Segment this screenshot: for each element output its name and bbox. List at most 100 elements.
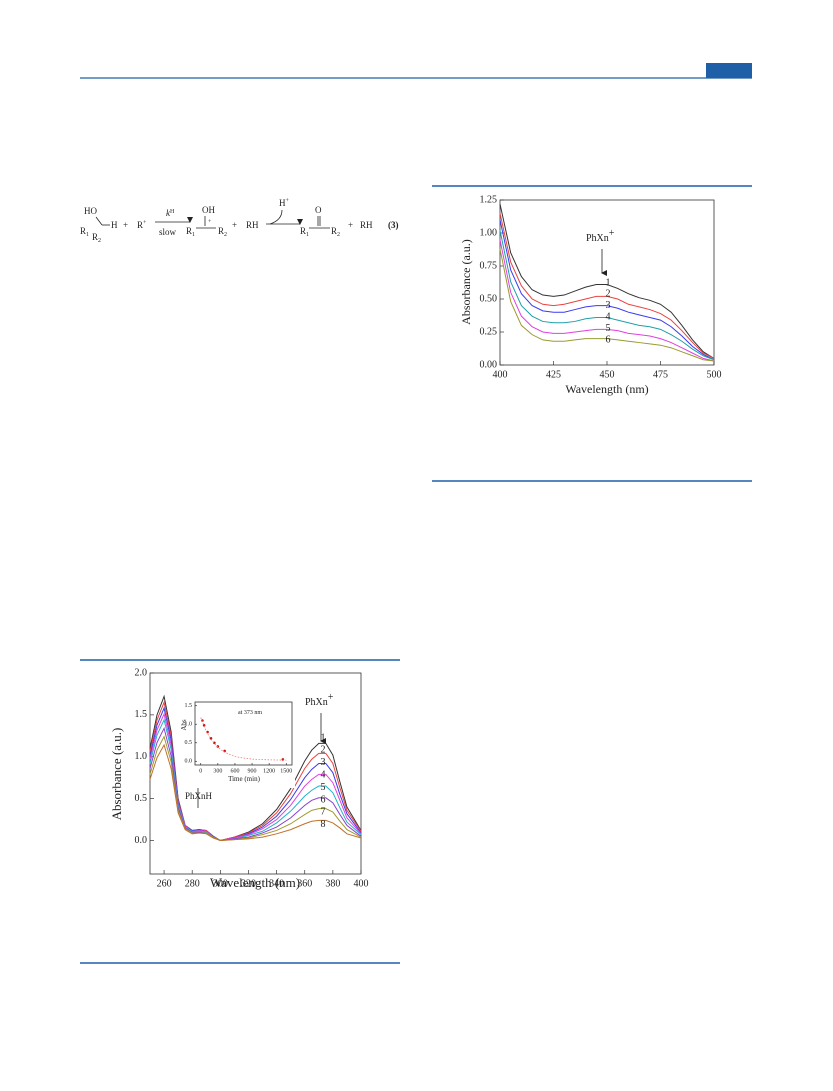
spectrum-line — [149, 743, 362, 842]
y-tick-label: 0.5 — [135, 793, 148, 804]
scheme-sub: 2 — [224, 232, 227, 238]
spectrum-line — [499, 239, 715, 362]
y-axis-label: Absorbance (a.u.) — [109, 728, 124, 821]
curve-label: 8 — [321, 819, 326, 830]
scheme-text: R — [218, 226, 224, 236]
annotation: PhXn+ — [305, 692, 334, 708]
annotation-sup: + — [328, 692, 334, 703]
scheme-sup: + — [143, 220, 147, 226]
scheme-text: RH — [246, 220, 259, 230]
curve-label: 4 — [321, 769, 326, 780]
curve-label: 1 — [606, 277, 611, 288]
x-axis-label: Wavelength (nm) — [565, 382, 648, 396]
annotation: PhXnH — [185, 791, 213, 801]
curve-label: 6 — [321, 794, 326, 805]
y-tick-label: 1.0 — [135, 751, 148, 762]
scheme-text: slow — [159, 227, 177, 237]
data-point — [213, 741, 216, 745]
x-tick-label: 450 — [600, 369, 615, 380]
scheme-text: k — [166, 208, 171, 218]
y-tick-label: 1.5 — [135, 709, 148, 720]
scheme-text: R2 — [92, 232, 101, 244]
plot-frame — [194, 701, 293, 766]
x-tick-label: 900 — [248, 768, 257, 774]
scheme-text: + — [208, 219, 212, 225]
scheme-text: kH — [166, 208, 175, 218]
annotation-text: at 373 nm — [238, 710, 262, 716]
data-point — [202, 724, 206, 727]
scheme-sup: H — [170, 209, 175, 215]
x-tick-label: 1500 — [280, 768, 292, 774]
curve-label: 6 — [606, 334, 611, 345]
scheme-text: + — [348, 220, 353, 230]
header-block — [706, 63, 752, 78]
scheme-text: (3) — [388, 220, 399, 230]
annotation-text: PhXn — [305, 697, 328, 708]
data-point — [216, 745, 220, 748]
curved-arrow — [269, 209, 283, 225]
scheme-text: R — [186, 226, 192, 236]
x-tick-label: 0 — [199, 768, 202, 774]
scheme-text: O — [315, 205, 322, 215]
y-tick-label: 1.25 — [480, 194, 498, 205]
y-axis-label: Absorbance (a.u.) — [459, 239, 473, 325]
reaction-scheme: HO H R1 R2 + R+ kH slow OH + R1 R2 + RH … — [80, 198, 399, 244]
inset-background — [182, 676, 295, 788]
scheme-text: R+ — [137, 220, 147, 230]
bond — [95, 216, 103, 226]
scheme-text: H — [279, 198, 286, 208]
annotation-text: PhXn — [586, 233, 609, 244]
scheme-text: R2 — [218, 226, 227, 238]
y-tick-label: 0.00 — [480, 359, 498, 370]
spectrum-line — [499, 213, 715, 359]
scheme-sub: 1 — [86, 232, 89, 238]
x-tick-label: 400 — [493, 369, 508, 380]
annotation-sup: + — [609, 228, 615, 239]
y-axis-label: Abs — [180, 719, 188, 731]
scheme-text: RH — [360, 220, 373, 230]
curve-label: 5 — [321, 782, 326, 793]
scheme-text: H — [111, 220, 118, 230]
scheme-text: HO — [84, 206, 97, 216]
y-tick-label: 0.50 — [480, 293, 498, 304]
scheme-sub: 2 — [337, 232, 340, 238]
chart: 0.0 0.5 1.0 1.5 0 300 600 900 1200 1500 Time (min)… — [180, 676, 295, 788]
scheme-sub: 1 — [306, 232, 309, 238]
curve-label: 4 — [606, 311, 611, 322]
annotation: PhXn+ — [586, 228, 615, 244]
y-tick-label: 2.0 — [135, 667, 148, 678]
scheme-sub: 1 — [192, 232, 195, 238]
scheme-sub: 2 — [98, 238, 101, 244]
y-tick-label: 1.0 — [185, 722, 193, 728]
scheme-text: R — [92, 232, 98, 242]
x-tick-label: 300 — [213, 768, 222, 774]
x-tick-label: 600 — [230, 768, 239, 774]
scheme-text: R — [331, 226, 337, 236]
scheme-text: OH — [202, 205, 215, 215]
scheme-text: R1 — [186, 226, 195, 238]
scheme-text: R — [137, 220, 143, 230]
y-tick-label: 0.0 — [135, 835, 148, 846]
x-tick-label: 425 — [546, 369, 561, 380]
y-tick-label: 0.75 — [480, 260, 498, 271]
scheme-sup: + — [286, 198, 290, 204]
scheme-text: + — [232, 220, 237, 230]
y-tick-label: 0.0 — [185, 759, 193, 765]
spectrum-line — [499, 248, 715, 362]
scheme-text: R1 — [300, 226, 309, 238]
x-tick-label: 475 — [653, 369, 668, 380]
scheme-text: R — [300, 226, 306, 236]
x-axis-label: Wavelength (nm) — [210, 875, 300, 890]
spectrum-line — [499, 203, 715, 359]
x-tick-label: 500 — [707, 369, 722, 380]
y-tick-label: 0.5 — [185, 740, 193, 746]
x-axis-label: Time (min) — [228, 775, 260, 783]
annotation: at 373 nm — [238, 710, 262, 716]
scheme-text: R2 — [331, 226, 340, 238]
x-tick-label: 260 — [157, 878, 172, 889]
x-tick-label: 380 — [325, 878, 340, 889]
x-tick-label: 400 — [354, 878, 369, 889]
curve-label: 2 — [606, 289, 611, 300]
